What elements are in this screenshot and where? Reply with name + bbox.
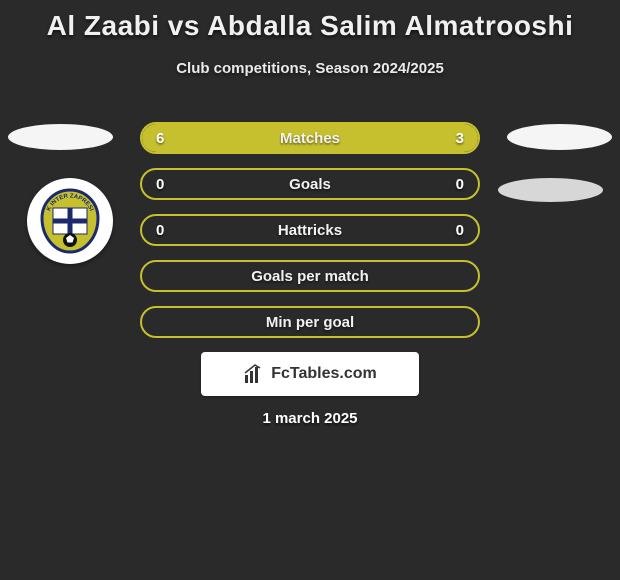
- snapshot-date: 1 march 2025: [0, 410, 620, 427]
- chart-icon: [243, 363, 265, 385]
- player-right-ellipse-2: [498, 178, 603, 202]
- stat-right-value: 0: [456, 222, 464, 239]
- stat-label: Hattricks: [278, 222, 342, 239]
- stat-left-value: 0: [156, 176, 164, 193]
- club-badge: HK INTER ZAPRESIC: [27, 178, 113, 264]
- stat-row-empty: Goals per match: [140, 260, 480, 292]
- stat-row: 0 Goals 0: [140, 168, 480, 200]
- stat-row: 6 Matches 3: [140, 122, 480, 154]
- player-right-ellipse-1: [507, 124, 612, 150]
- subtitle: Club competitions, Season 2024/2025: [0, 60, 620, 77]
- stat-row-empty: Min per goal: [140, 306, 480, 338]
- stat-left-value: 6: [156, 130, 164, 147]
- brand-card: FcTables.com: [201, 352, 419, 396]
- page-title: Al Zaabi vs Abdalla Salim Almatrooshi: [0, 0, 620, 42]
- stat-right-value: 0: [456, 176, 464, 193]
- club-badge-icon: HK INTER ZAPRESIC: [35, 186, 105, 256]
- stat-row: 0 Hattricks 0: [140, 214, 480, 246]
- stat-label: Matches: [280, 130, 340, 147]
- stat-label: Goals: [289, 176, 331, 193]
- stat-label: Min per goal: [266, 314, 354, 331]
- player-left-ellipse: [8, 124, 113, 150]
- stat-label: Goals per match: [251, 268, 369, 285]
- stats-table: 6 Matches 3 0 Goals 0 0 Hattricks 0 Goals per mat…: [140, 122, 480, 352]
- stat-left-value: 0: [156, 222, 164, 239]
- brand-text: FcTables.com: [271, 365, 377, 383]
- stat-right-value: 3: [456, 130, 464, 147]
